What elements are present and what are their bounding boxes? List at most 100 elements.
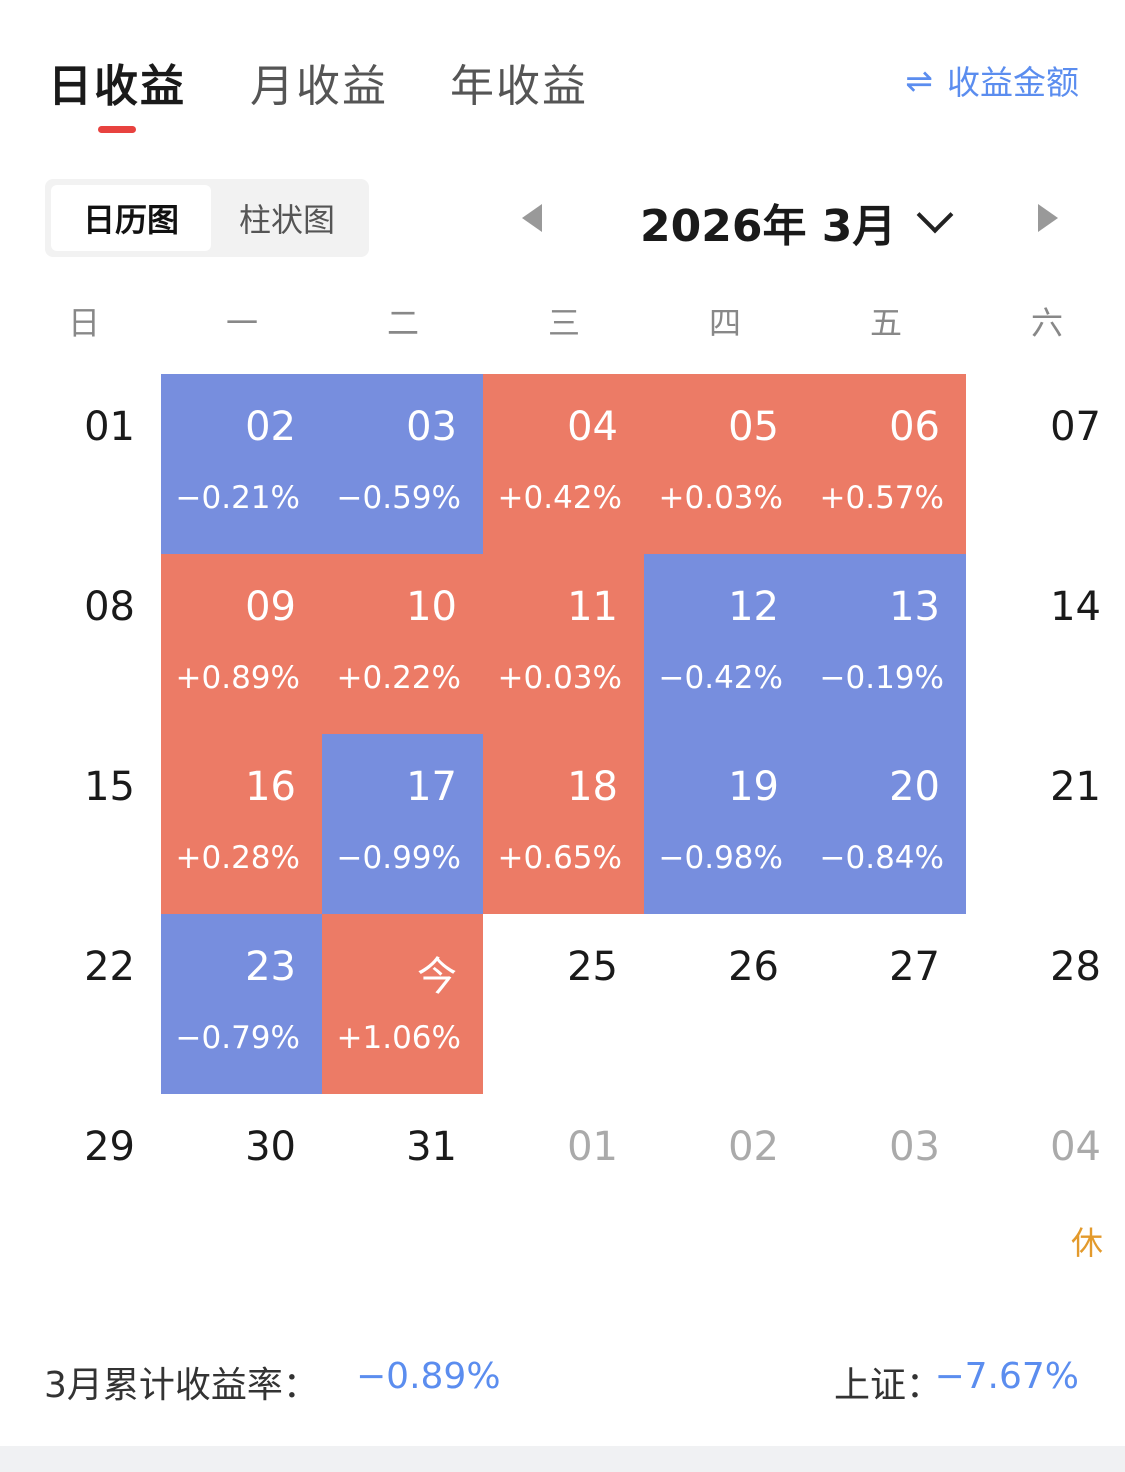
toggle-label: 收益金额 xyxy=(947,63,1079,102)
calendar-day-cell[interactable]: 06 +0.57% xyxy=(805,374,966,554)
triangle-right-icon[interactable] xyxy=(1038,204,1058,232)
tab-monthly-returns[interactable]: 月收益 xyxy=(250,61,388,112)
chevron-down-icon xyxy=(917,196,954,234)
day-number: 04 xyxy=(1050,1124,1101,1170)
tab-bar: 日收益 月收益 年收益 ⇌ 收益金额 xyxy=(0,0,1125,150)
calendar-day-cell[interactable]: 03 −0.59% xyxy=(322,374,483,554)
daily-return-pct: −0.84% xyxy=(819,840,944,876)
day-number: 18 xyxy=(567,764,618,810)
day-number: 26 xyxy=(728,944,779,990)
index-label: 上证： xyxy=(834,1365,943,1406)
day-number: 19 xyxy=(728,764,779,810)
calendar-day-cell[interactable]: 12 −0.42% xyxy=(644,554,805,734)
calendar-day-cell[interactable]: 01 xyxy=(0,374,161,554)
month-title: 2026年 3月 xyxy=(640,201,897,252)
calendar-day-cell[interactable]: 30 xyxy=(161,1094,322,1274)
day-number: 05 xyxy=(728,404,779,450)
index-value: −7.67% xyxy=(934,1356,1079,1397)
weekday-label: 日 xyxy=(68,304,101,342)
calendar-day-cell[interactable]: 16 +0.28% xyxy=(161,734,322,914)
day-number: 08 xyxy=(84,584,135,630)
day-number: 16 xyxy=(245,764,296,810)
weekday-label: 六 xyxy=(1031,304,1064,342)
day-number: 07 xyxy=(1050,404,1101,450)
calendar-day-cell[interactable]: 26 xyxy=(644,914,805,1094)
calendar-day-cell[interactable]: 15 xyxy=(0,734,161,914)
daily-return-pct: −0.19% xyxy=(819,660,944,696)
calendar-day-cell[interactable]: 今 +1.06% xyxy=(322,914,483,1094)
swap-arrows-icon: ⇌ xyxy=(905,60,933,100)
day-number: 14 xyxy=(1050,584,1101,630)
calendar-day-cell[interactable]: 07 xyxy=(966,374,1125,554)
tab-daily-returns[interactable]: 日收益 xyxy=(48,61,186,112)
day-number: 23 xyxy=(245,944,296,990)
calendar-day-cell[interactable]: 31 xyxy=(322,1094,483,1274)
daily-return-pct: +0.28% xyxy=(175,840,300,876)
daily-return-pct: +1.06% xyxy=(336,1020,461,1056)
weekday-label: 四 xyxy=(709,304,742,342)
summary-bar: 3月累计收益率： −0.89% 上证： −7.67% xyxy=(0,1356,1125,1406)
daily-return-pct: +0.89% xyxy=(175,660,300,696)
day-number: 22 xyxy=(84,944,135,990)
calendar-day-cell[interactable]: 22 xyxy=(0,914,161,1094)
bar-view-button[interactable]: 柱状图 xyxy=(238,201,335,239)
month-picker[interactable]: 2026年 3月 xyxy=(640,190,954,254)
calendar-day-cell[interactable]: 09 +0.89% xyxy=(161,554,322,734)
calendar-day-cell[interactable]: 28 xyxy=(966,914,1125,1094)
calendar-day-cell[interactable]: 10 +0.22% xyxy=(322,554,483,734)
daily-return-pct: +0.22% xyxy=(336,660,461,696)
calendar-day-cell[interactable]: 13 −0.19% xyxy=(805,554,966,734)
daily-return-pct: −0.59% xyxy=(336,480,461,516)
day-number: 30 xyxy=(245,1124,296,1170)
calendar-day-cell[interactable]: 01 xyxy=(483,1094,644,1274)
day-number: 今 xyxy=(417,954,457,1000)
calendar-day-cell[interactable]: 27 xyxy=(805,914,966,1094)
calendar-day-cell[interactable]: 05 +0.03% xyxy=(644,374,805,554)
day-number: 04 xyxy=(567,404,618,450)
calendar-day-cell[interactable]: 02 xyxy=(644,1094,805,1274)
weekday-label: 三 xyxy=(548,304,581,342)
calendar-day-cell[interactable]: 08 xyxy=(0,554,161,734)
day-number: 17 xyxy=(406,764,457,810)
day-number: 06 xyxy=(889,404,940,450)
day-number: 01 xyxy=(84,404,135,450)
monthly-return-label: 3月累计收益率： xyxy=(44,1365,319,1406)
calendar-grid: 01 02 −0.21% 03 −0.59% 04 +0.42% 05 +0.03% 06 +0.5… xyxy=(0,374,1125,1274)
calendar-day-cell[interactable]: 04 休 xyxy=(966,1094,1125,1274)
day-number: 02 xyxy=(728,1124,779,1170)
calendar-day-cell[interactable]: 18 +0.65% xyxy=(483,734,644,914)
view-switch: 日历图 柱状图 xyxy=(45,179,369,257)
bottom-divider xyxy=(0,1446,1125,1472)
calendar-day-cell[interactable]: 04 +0.42% xyxy=(483,374,644,554)
calendar-day-cell[interactable]: 29 xyxy=(0,1094,161,1274)
calendar-day-cell[interactable]: 21 xyxy=(966,734,1125,914)
calendar-day-cell[interactable]: 17 −0.99% xyxy=(322,734,483,914)
calendar-day-cell[interactable]: 25 xyxy=(483,914,644,1094)
weekday-label: 二 xyxy=(387,304,420,342)
calendar-day-cell[interactable]: 20 −0.84% xyxy=(805,734,966,914)
day-number: 28 xyxy=(1050,944,1101,990)
triangle-left-icon[interactable] xyxy=(522,204,542,232)
daily-return-pct: +0.65% xyxy=(497,840,622,876)
day-number: 03 xyxy=(889,1124,940,1170)
calendar-day-cell[interactable]: 14 xyxy=(966,554,1125,734)
calendar-day-cell[interactable]: 02 −0.21% xyxy=(161,374,322,554)
calendar-day-cell[interactable]: 19 −0.98% xyxy=(644,734,805,914)
weekday-label: 一 xyxy=(226,304,259,342)
day-number: 31 xyxy=(406,1124,457,1170)
toggle-return-amount-button[interactable]: ⇌ 收益金额 xyxy=(905,56,1079,104)
daily-return-pct: −0.21% xyxy=(175,480,300,516)
daily-return-pct: +0.03% xyxy=(497,660,622,696)
tab-yearly-returns[interactable]: 年收益 xyxy=(450,61,588,112)
daily-return-pct: −0.98% xyxy=(658,840,783,876)
calendar-day-cell[interactable]: 03 xyxy=(805,1094,966,1274)
day-number: 15 xyxy=(84,764,135,810)
holiday-tag: 休 xyxy=(1070,1224,1103,1262)
daily-return-pct: −0.42% xyxy=(658,660,783,696)
calendar-day-cell[interactable]: 23 −0.79% xyxy=(161,914,322,1094)
calendar-view-button[interactable]: 日历图 xyxy=(51,185,211,251)
daily-return-pct: +0.57% xyxy=(819,480,944,516)
calendar-day-cell[interactable]: 11 +0.03% xyxy=(483,554,644,734)
day-number: 10 xyxy=(406,584,457,630)
day-number: 25 xyxy=(567,944,618,990)
